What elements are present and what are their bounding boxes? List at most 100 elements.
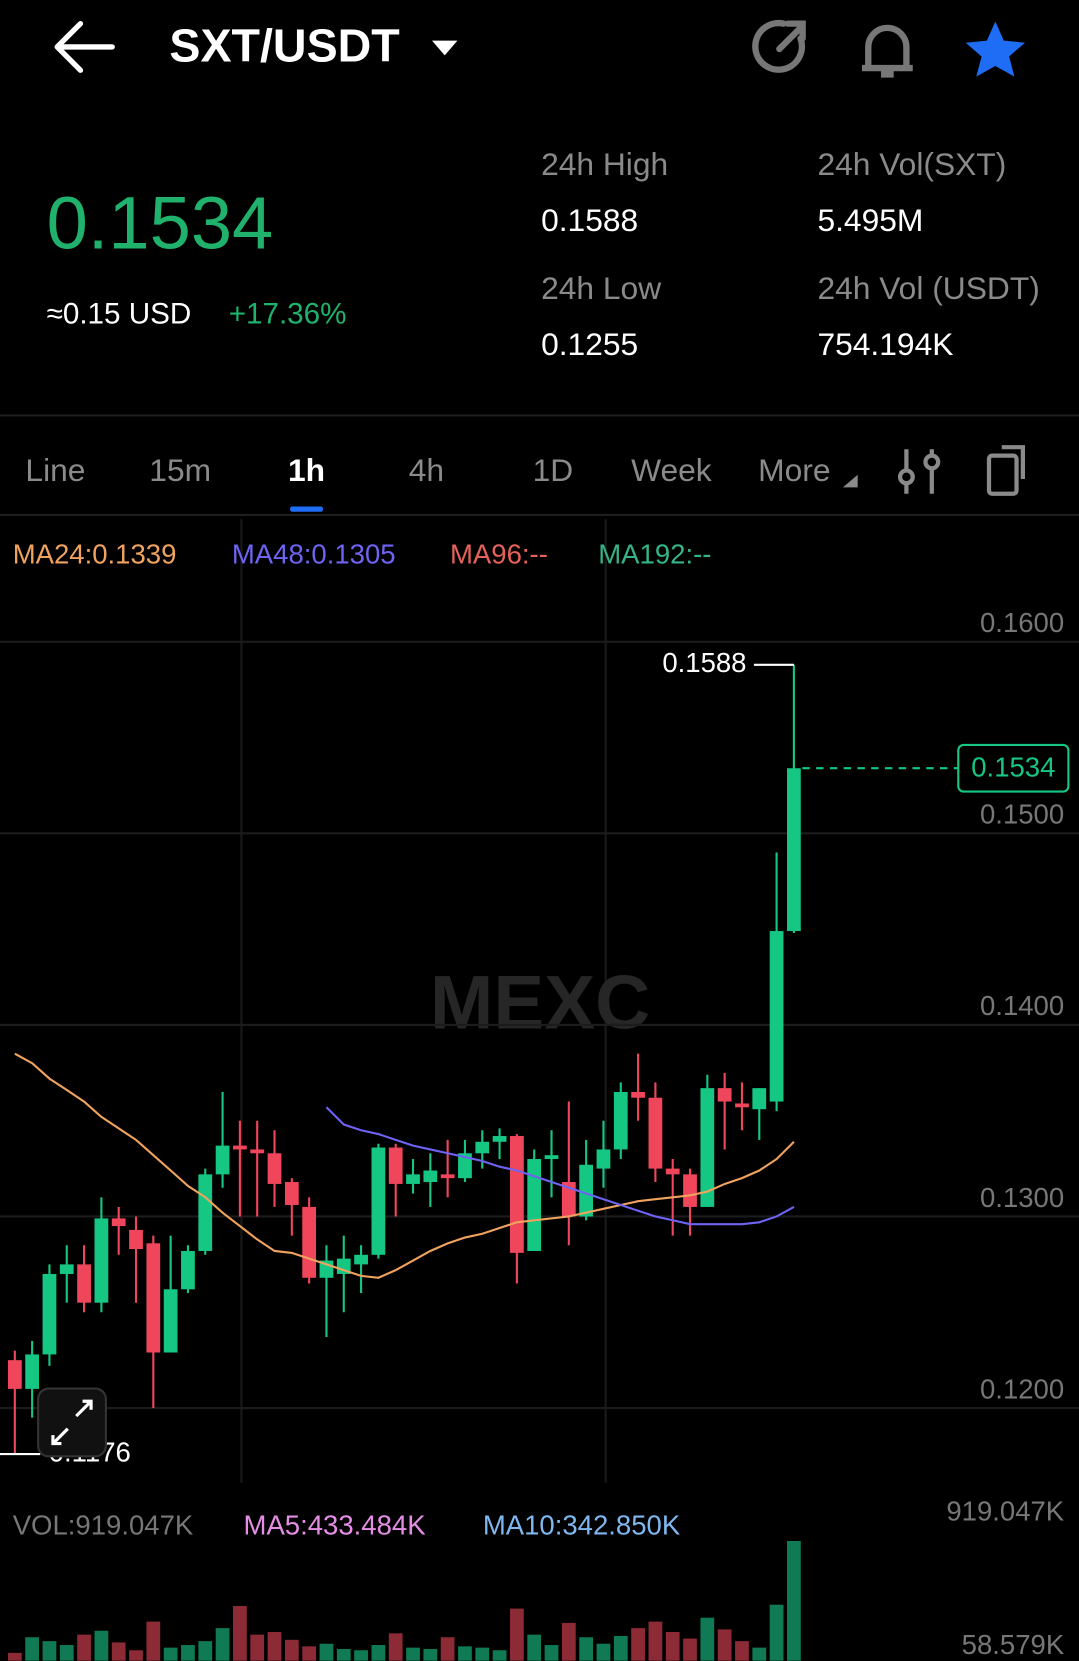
expand-arrows — [51, 1399, 93, 1446]
volume-bar — [129, 1650, 143, 1661]
back-button[interactable] — [54, 20, 115, 73]
volume-bar — [787, 1541, 801, 1661]
volume-bar — [163, 1647, 178, 1661]
tab[interactable]: 4h — [409, 452, 444, 488]
tab[interactable]: 1D — [533, 452, 574, 488]
volume-indicator: MA10:342.850K — [483, 1510, 681, 1541]
volume-bar — [198, 1641, 213, 1661]
volume-bar — [683, 1638, 697, 1661]
layout-icon[interactable] — [986, 445, 1025, 496]
candle-body — [59, 1264, 74, 1274]
volume-bar — [492, 1650, 507, 1661]
candle-body — [336, 1258, 351, 1274]
candle-body — [700, 1088, 715, 1207]
pair-dropdown[interactable] — [432, 40, 458, 56]
phone-back — [1001, 445, 1025, 479]
candle-body — [284, 1182, 299, 1205]
candle-body — [94, 1218, 109, 1303]
tab[interactable]: More — [758, 452, 830, 488]
stat-label: 24h Vol (USDT) — [817, 270, 1039, 306]
tab[interactable]: Week — [631, 452, 712, 488]
ma-indicator: MA48:0.1305 — [232, 539, 396, 570]
volume-bar — [527, 1634, 542, 1661]
tab-active[interactable]: 1h — [288, 452, 325, 488]
volume-bar — [735, 1641, 749, 1661]
ma-indicator: MA96:-- — [450, 539, 548, 570]
candle-body — [631, 1091, 645, 1098]
candle-body — [354, 1254, 368, 1265]
candle-body — [302, 1206, 317, 1278]
expand-button[interactable] — [37, 1387, 107, 1458]
share-circle — [752, 19, 806, 73]
volume-bar — [544, 1645, 559, 1661]
bell — [861, 24, 913, 78]
volume-bar — [42, 1641, 57, 1661]
candle-body — [492, 1136, 507, 1142]
volume-bar — [596, 1643, 611, 1661]
more-triangle — [842, 474, 858, 488]
volume-bar — [146, 1621, 161, 1661]
tab[interactable]: 15m — [149, 452, 211, 488]
candle-body — [371, 1147, 386, 1255]
ma-indicator: MA24:0.1339 — [13, 539, 177, 570]
volume-bar — [284, 1639, 299, 1661]
candle-body — [665, 1168, 680, 1175]
share-icon[interactable] — [752, 19, 806, 73]
favorite-star[interactable] — [965, 21, 1025, 77]
candle-body — [198, 1174, 213, 1251]
volume-indicator: VOL:919.047K — [13, 1510, 194, 1541]
volume-bar — [665, 1632, 680, 1661]
candle-body — [769, 931, 784, 1102]
candle-body — [42, 1273, 57, 1355]
volume-bar — [631, 1628, 645, 1661]
volume-bar — [233, 1605, 247, 1661]
last-price-label: 0.1534 — [971, 752, 1055, 783]
candle-body — [613, 1091, 628, 1150]
tab[interactable]: Line — [25, 452, 85, 488]
candle-body — [250, 1149, 265, 1154]
volume-bar — [336, 1648, 351, 1661]
volume-bar — [613, 1635, 628, 1661]
volume-indicator: MA5:433.484K — [244, 1510, 427, 1541]
pair-title[interactable]: SXT/USDT — [169, 19, 399, 71]
candle-body — [423, 1170, 438, 1183]
volume-bar — [215, 1628, 230, 1661]
alert-icon[interactable] — [861, 24, 913, 78]
volume-bar — [579, 1637, 594, 1661]
share-arrow — [776, 20, 806, 53]
candle-body — [406, 1174, 420, 1184]
y-tick-label: 0.1200 — [980, 1373, 1064, 1404]
y-tick-label: 0.1300 — [980, 1182, 1064, 1213]
y-tick-label: 0.1600 — [980, 607, 1064, 638]
candle-body — [579, 1164, 594, 1217]
volume-bar — [77, 1634, 91, 1661]
stat-label: 24h Low — [541, 270, 661, 306]
volume-bar — [769, 1604, 784, 1661]
candle-body — [683, 1174, 697, 1207]
candle-body — [77, 1264, 91, 1303]
volume-bar — [423, 1648, 438, 1661]
settings-icon[interactable] — [897, 449, 941, 494]
candle-body — [146, 1243, 161, 1353]
volume-tick-label: 58.579K — [962, 1629, 1065, 1660]
volume-bar — [561, 1622, 576, 1661]
candle-body — [544, 1155, 559, 1160]
candle-body — [787, 768, 801, 932]
candle-body — [440, 1174, 455, 1179]
stat-value: 754.194K — [817, 326, 953, 362]
volume-bar — [250, 1634, 265, 1661]
volume-bar — [354, 1650, 368, 1661]
volume-bar — [717, 1629, 732, 1661]
candle-body — [648, 1097, 663, 1169]
back-arrow — [54, 20, 115, 73]
volume-bar — [752, 1647, 767, 1661]
volume-bar — [406, 1647, 420, 1661]
candle-body — [25, 1354, 40, 1389]
candle-body — [510, 1136, 524, 1253]
slider-knob — [923, 453, 941, 471]
volume-bar — [458, 1646, 472, 1661]
volume-bar — [388, 1633, 403, 1661]
